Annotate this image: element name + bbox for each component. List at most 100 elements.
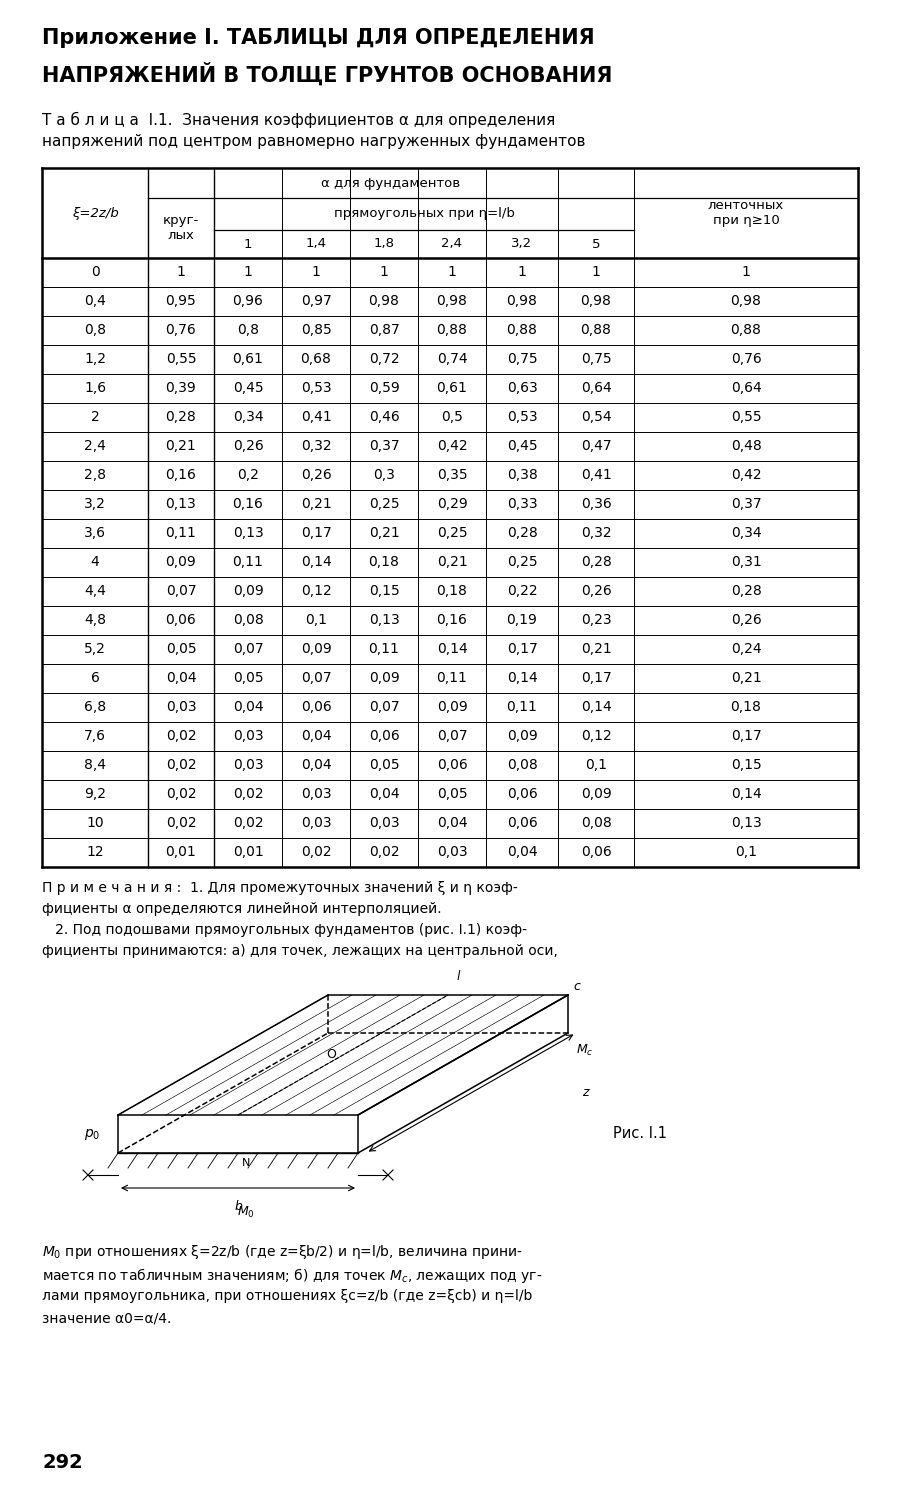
Text: лами прямоугольника, при отношениях ξc=z/b (где z=ξcb) и η=l/b: лами прямоугольника, при отношениях ξc=z… bbox=[42, 1288, 533, 1304]
Text: 0,16: 0,16 bbox=[165, 468, 197, 482]
Text: 0,64: 0,64 bbox=[731, 381, 762, 394]
Text: 0,07: 0,07 bbox=[233, 642, 263, 656]
Text: прямоугольных при η=l/b: прямоугольных при η=l/b bbox=[333, 207, 515, 220]
Text: 0,22: 0,22 bbox=[506, 584, 537, 598]
Text: 0,15: 0,15 bbox=[368, 584, 400, 598]
Text: 0,14: 0,14 bbox=[301, 555, 331, 568]
Text: 2,8: 2,8 bbox=[84, 468, 106, 482]
Text: 0,28: 0,28 bbox=[581, 555, 612, 568]
Text: 1: 1 bbox=[312, 266, 321, 279]
Text: 0,06: 0,06 bbox=[165, 614, 197, 627]
Text: 0,28: 0,28 bbox=[165, 410, 197, 424]
Text: $p_0$: $p_0$ bbox=[84, 1126, 100, 1142]
Text: 0,34: 0,34 bbox=[233, 410, 263, 424]
Text: фициенты принимаются: а) для точек, лежащих на центральной оси,: фициенты принимаются: а) для точек, лежа… bbox=[42, 944, 558, 958]
Text: 0,08: 0,08 bbox=[506, 758, 537, 772]
Text: 0,14: 0,14 bbox=[581, 700, 612, 714]
Text: 2,4: 2,4 bbox=[84, 440, 106, 453]
Text: 0,06: 0,06 bbox=[506, 788, 537, 801]
Text: 0,31: 0,31 bbox=[731, 555, 762, 568]
Text: 0,8: 0,8 bbox=[237, 322, 259, 338]
Text: 0,04: 0,04 bbox=[301, 729, 331, 742]
Text: 0,11: 0,11 bbox=[233, 555, 263, 568]
Text: 0,05: 0,05 bbox=[369, 758, 400, 772]
Text: 3,2: 3,2 bbox=[84, 496, 106, 512]
Text: 0,21: 0,21 bbox=[436, 555, 467, 568]
Text: 0,64: 0,64 bbox=[581, 381, 612, 394]
Text: 0,41: 0,41 bbox=[581, 468, 612, 482]
Text: 1,8: 1,8 bbox=[374, 237, 394, 250]
Text: 1: 1 bbox=[742, 266, 751, 279]
Text: 0,32: 0,32 bbox=[581, 526, 612, 540]
Text: 0,14: 0,14 bbox=[506, 670, 537, 686]
Text: 0,34: 0,34 bbox=[731, 526, 762, 540]
Text: 0,98: 0,98 bbox=[368, 294, 400, 307]
Text: Рис. I.1: Рис. I.1 bbox=[613, 1126, 667, 1142]
Text: 0,25: 0,25 bbox=[506, 555, 537, 568]
Text: 0,87: 0,87 bbox=[368, 322, 400, 338]
Text: ленточных
при η≥10: ленточных при η≥10 bbox=[708, 200, 784, 226]
Text: 0,1: 0,1 bbox=[305, 614, 327, 627]
Text: 0,03: 0,03 bbox=[233, 729, 263, 742]
Text: 0,25: 0,25 bbox=[436, 526, 467, 540]
Text: 0,07: 0,07 bbox=[369, 700, 400, 714]
Text: 0,98: 0,98 bbox=[506, 294, 537, 307]
Text: 10: 10 bbox=[86, 816, 104, 830]
Text: O: O bbox=[326, 1048, 336, 1062]
Text: НАПРЯЖЕНИЙ В ТОЛЩЕ ГРУНТОВ ОСНОВАНИЯ: НАПРЯЖЕНИЙ В ТОЛЩЕ ГРУНТОВ ОСНОВАНИЯ bbox=[42, 62, 612, 86]
Text: 0,88: 0,88 bbox=[581, 322, 612, 338]
Text: 0,02: 0,02 bbox=[301, 844, 331, 859]
Text: 0,63: 0,63 bbox=[506, 381, 537, 394]
Text: N: N bbox=[242, 1158, 251, 1168]
Text: 0,13: 0,13 bbox=[368, 614, 400, 627]
Text: 1: 1 bbox=[592, 266, 601, 279]
Text: круг-
лых: круг- лых bbox=[163, 214, 199, 242]
Text: 0,32: 0,32 bbox=[301, 440, 331, 453]
Text: 0,75: 0,75 bbox=[581, 352, 612, 366]
Text: 1: 1 bbox=[243, 266, 252, 279]
Text: значение α0=α/4.: значение α0=α/4. bbox=[42, 1312, 172, 1326]
Text: 0,68: 0,68 bbox=[301, 352, 331, 366]
Text: 1: 1 bbox=[447, 266, 456, 279]
Text: 0,28: 0,28 bbox=[731, 584, 762, 598]
Text: 5,2: 5,2 bbox=[84, 642, 106, 656]
Text: 3,6: 3,6 bbox=[84, 526, 106, 540]
Text: 0,21: 0,21 bbox=[581, 642, 612, 656]
Text: 1: 1 bbox=[243, 237, 252, 250]
Text: 0,02: 0,02 bbox=[233, 788, 263, 801]
Text: 0,18: 0,18 bbox=[731, 700, 762, 714]
Text: 12: 12 bbox=[86, 844, 104, 859]
Text: 0,06: 0,06 bbox=[506, 816, 537, 830]
Text: 0,38: 0,38 bbox=[506, 468, 537, 482]
Text: 0,08: 0,08 bbox=[233, 614, 263, 627]
Text: 0,03: 0,03 bbox=[436, 844, 467, 859]
Text: 0,98: 0,98 bbox=[581, 294, 612, 307]
Text: α для фундаментов: α для фундаментов bbox=[321, 177, 461, 189]
Text: 0,15: 0,15 bbox=[731, 758, 762, 772]
Text: 0,8: 0,8 bbox=[84, 322, 106, 338]
Text: 0,06: 0,06 bbox=[436, 758, 467, 772]
Text: 0,42: 0,42 bbox=[731, 468, 762, 482]
Text: 0,02: 0,02 bbox=[369, 844, 400, 859]
Text: 0,53: 0,53 bbox=[506, 410, 537, 424]
Text: 0,76: 0,76 bbox=[731, 352, 762, 366]
Text: 0,12: 0,12 bbox=[581, 729, 612, 742]
Text: 0,09: 0,09 bbox=[436, 700, 467, 714]
Text: 0,21: 0,21 bbox=[165, 440, 197, 453]
Text: 0,09: 0,09 bbox=[581, 788, 612, 801]
Text: 0,07: 0,07 bbox=[166, 584, 197, 598]
Text: 0,06: 0,06 bbox=[301, 700, 331, 714]
Text: 0,04: 0,04 bbox=[436, 816, 467, 830]
Text: 0,16: 0,16 bbox=[233, 496, 263, 512]
Text: 0,13: 0,13 bbox=[233, 526, 263, 540]
Text: 0,45: 0,45 bbox=[506, 440, 537, 453]
Text: 0,11: 0,11 bbox=[165, 526, 197, 540]
Text: 0,08: 0,08 bbox=[581, 816, 612, 830]
Text: 0,23: 0,23 bbox=[581, 614, 612, 627]
Text: 0,19: 0,19 bbox=[506, 614, 537, 627]
Text: 292: 292 bbox=[42, 1454, 83, 1472]
Text: 0,95: 0,95 bbox=[165, 294, 197, 307]
Text: 0,05: 0,05 bbox=[233, 670, 263, 686]
Text: 0,16: 0,16 bbox=[436, 614, 468, 627]
Text: 0,09: 0,09 bbox=[301, 642, 331, 656]
